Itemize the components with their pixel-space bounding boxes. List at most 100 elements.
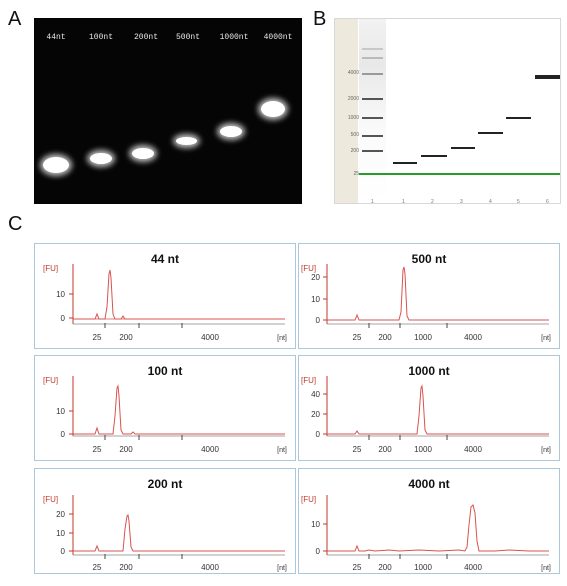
- electropherogram-44nt: [FU] 10 0 25 200 4000 [nt]: [43, 264, 287, 342]
- sample-band-100nt: [421, 155, 447, 157]
- trace-panel-200nt: 200 nt [FU] 20 10 0 25 200 4000 [nt]: [34, 468, 296, 574]
- trace-title: 44 nt: [150, 252, 179, 266]
- lane-label-4000nt: 4000nt: [263, 33, 293, 42]
- trace-panel-1000nt: 1000 nt [FU] 40 20 0 25 200 1000 4000 [n…: [298, 355, 560, 461]
- y-tick-label: 0: [316, 430, 321, 439]
- trace-line: [73, 384, 285, 435]
- ladder-band: [362, 117, 383, 119]
- ladder-label-4000: 4000: [347, 70, 359, 76]
- ladder-label-500: 500: [350, 132, 359, 138]
- ladder-label-25: 25: [353, 171, 359, 177]
- panel-label-c: C: [8, 213, 23, 235]
- ladder-lane: [359, 19, 386, 203]
- lane-number: 1: [402, 199, 405, 204]
- x-tick-label: 200: [119, 445, 133, 454]
- x-tick-label: 4000: [201, 563, 219, 572]
- trace-line: [327, 266, 549, 321]
- sample-band-500nt: [478, 132, 503, 134]
- panel-label-b: B: [313, 8, 327, 30]
- electropherogram-500nt: [FU] 20 10 0 25 200 1000 4000 [nt]: [301, 264, 551, 342]
- x-tick-label: 1000: [414, 333, 432, 342]
- y-tick-label: 20: [56, 510, 65, 519]
- fu-label: [FU]: [43, 376, 58, 385]
- lane-label-1000nt: 1000nt: [219, 33, 249, 42]
- trace-panel-100nt: 100 nt [FU] 10 0 25 200 4000 [nt]: [34, 355, 296, 461]
- lane-number: 1: [371, 199, 374, 204]
- x-tick-label: 25: [353, 333, 362, 342]
- sample-band-200nt: [451, 147, 475, 149]
- bioanalyzer-gel-image: 4000 2000 1000 500 200 25 1 1 2 3 4 5 6: [334, 18, 561, 204]
- x-tick-label: 4000: [464, 333, 482, 342]
- trace-line: [327, 384, 549, 435]
- ladder-label-2000: 2000: [347, 96, 359, 102]
- y-tick-label: 20: [311, 273, 320, 282]
- trace-title: 4000 nt: [408, 477, 450, 491]
- gel-band-200nt: [132, 148, 154, 159]
- y-tick-label: 0: [316, 316, 321, 325]
- ladder-label-1000: 1000: [347, 115, 359, 121]
- x-tick-label: 25: [93, 333, 102, 342]
- sample-band-1000nt: [506, 117, 531, 119]
- y-tick-label: 0: [316, 547, 321, 556]
- gel-band-4000nt: [261, 101, 285, 117]
- fu-label: [FU]: [301, 376, 316, 385]
- lane-number: 5: [517, 199, 520, 204]
- x-tick-label: 200: [378, 445, 392, 454]
- x-tick-label: 4000: [464, 563, 482, 572]
- electropherogram-100nt: [FU] 10 0 25 200 4000 [nt]: [43, 376, 287, 454]
- ladder-band: [362, 73, 383, 75]
- ladder-band: [362, 150, 383, 152]
- fu-label: [FU]: [43, 495, 58, 504]
- lane-number: 6: [546, 199, 549, 204]
- electropherogram-1000nt: [FU] 40 20 0 25 200 1000 4000 [nt]: [301, 376, 551, 454]
- x-unit-label: [nt]: [277, 565, 287, 572]
- trace-title: 100 nt: [147, 364, 183, 378]
- trace-title: 1000 nt: [408, 364, 450, 378]
- fu-label: [FU]: [301, 495, 316, 504]
- agarose-gel-image: 44nt 100nt 200nt 500nt 1000nt 4000nt: [34, 18, 302, 204]
- x-tick-label: 1000: [414, 563, 432, 572]
- y-tick-label: 0: [61, 547, 66, 556]
- sample-band-44nt: [393, 162, 417, 164]
- y-tick-label: 20: [311, 410, 320, 419]
- trace-title: 500 nt: [411, 252, 447, 266]
- lane-number: 3: [460, 199, 463, 204]
- lane-number: 4: [489, 199, 492, 204]
- trace-panel-44nt: 44 nt [FU] 10 0 25 200 4000 [nt]: [34, 243, 296, 349]
- ladder-band: [362, 57, 383, 59]
- gel-side-strip: [335, 19, 358, 203]
- x-unit-label: [nt]: [277, 447, 287, 454]
- x-unit-label: [nt]: [541, 335, 551, 342]
- x-tick-label: 200: [378, 563, 392, 572]
- lane-label-100nt: 100nt: [88, 33, 113, 42]
- fu-label: [FU]: [301, 264, 316, 273]
- x-unit-label: [nt]: [541, 565, 551, 572]
- x-tick-label: 200: [378, 333, 392, 342]
- y-tick-label: 0: [61, 430, 66, 439]
- x-tick-label: 4000: [464, 445, 482, 454]
- ladder-label-200: 200: [350, 148, 359, 154]
- trace-line: [327, 504, 549, 552]
- y-tick-label: 10: [56, 407, 65, 416]
- x-tick-label: 25: [93, 445, 102, 454]
- lane-label-500nt: 500nt: [175, 33, 200, 42]
- x-tick-label: 25: [353, 563, 362, 572]
- trace-line: [73, 513, 285, 552]
- trace-panel-500nt: 500 nt [FU] 20 10 0 25 200 1000 4000 [nt…: [298, 243, 560, 349]
- panel-label-a: A: [8, 8, 22, 30]
- electropherogram-200nt: [FU] 20 10 0 25 200 4000 [nt]: [43, 495, 287, 572]
- x-tick-label: 200: [119, 333, 133, 342]
- x-tick-label: 25: [93, 563, 102, 572]
- trace-panel-4000nt: 4000 nt [FU] 10 0 25 200 1000 4000 [nt]: [298, 468, 560, 574]
- y-tick-label: 40: [311, 390, 320, 399]
- x-tick-label: 25: [353, 445, 362, 454]
- lane-label-200nt: 200nt: [133, 33, 158, 42]
- trace-line: [73, 269, 285, 320]
- gel-band-500nt: [176, 137, 197, 145]
- ladder-band: [362, 135, 383, 137]
- trace-title: 200 nt: [147, 477, 183, 491]
- x-tick-label: 200: [119, 563, 133, 572]
- lane-label-44nt: 44nt: [46, 33, 66, 42]
- lane-number: 2: [431, 199, 434, 204]
- x-tick-label: 4000: [201, 333, 219, 342]
